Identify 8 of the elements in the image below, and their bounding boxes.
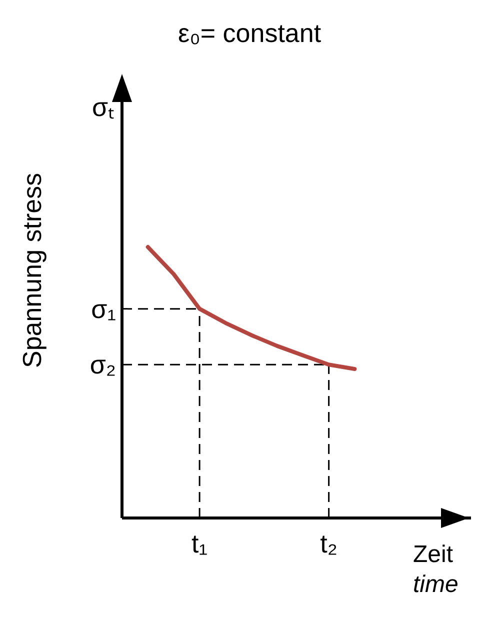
text: σₜ	[92, 92, 114, 122]
ref-line-label: σ₂	[90, 350, 116, 380]
y-axis-title: Spannung stress	[17, 172, 48, 368]
x-tick-label: t₁	[192, 528, 208, 558]
x-axis-title: Zeit time	[413, 541, 458, 598]
x-tick-label: t₂	[320, 528, 338, 558]
chart-title: ε₀= constant	[178, 18, 322, 49]
ref-line-label: σ₁	[91, 294, 116, 324]
